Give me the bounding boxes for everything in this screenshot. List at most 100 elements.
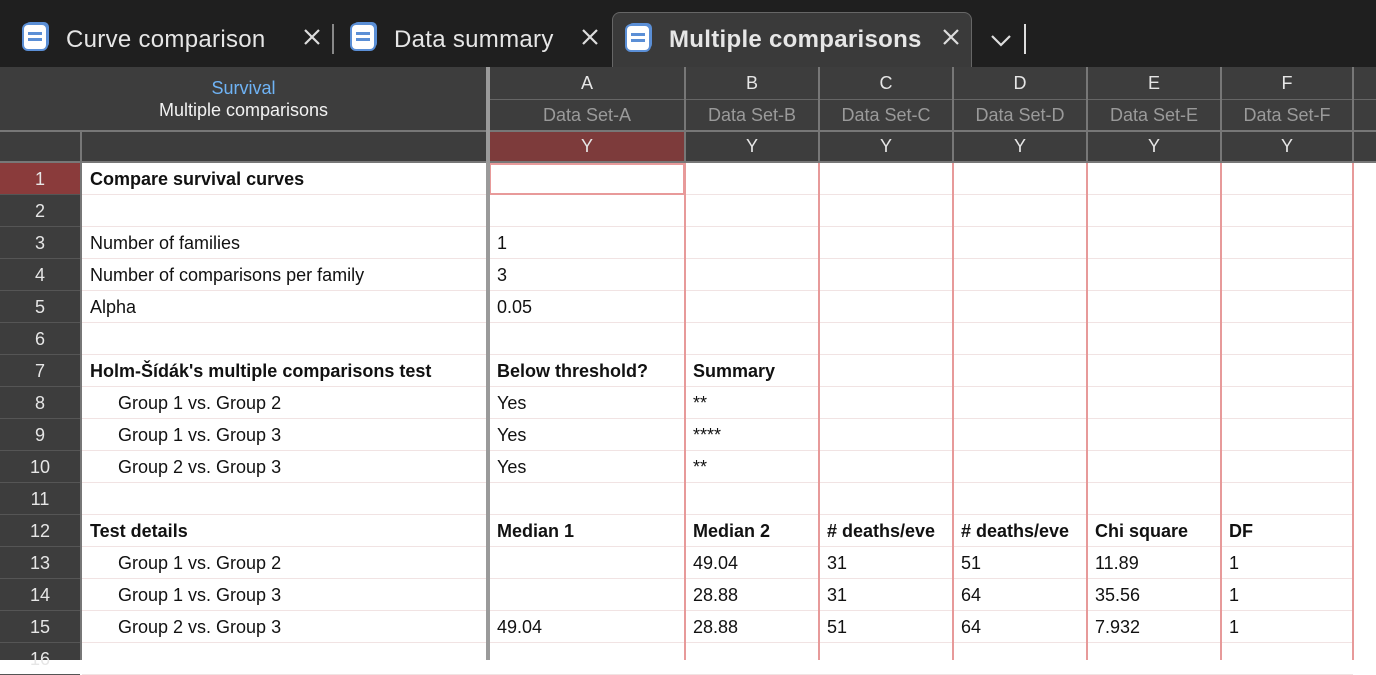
cell[interactable]: 0.05	[489, 291, 685, 323]
cell[interactable]	[819, 227, 953, 259]
cell[interactable]	[953, 323, 1087, 355]
cell[interactable]	[953, 483, 1087, 515]
cell[interactable]	[685, 227, 819, 259]
cell[interactable]	[819, 419, 953, 451]
cell[interactable]: ****	[685, 419, 819, 451]
tab-close[interactable]	[302, 26, 322, 54]
cell[interactable]	[953, 643, 1087, 675]
tab[interactable]: Multiple comparisons	[612, 12, 972, 67]
cell[interactable]	[819, 643, 953, 675]
cell[interactable]	[953, 163, 1087, 195]
cell[interactable]	[489, 323, 685, 355]
row-label[interactable]	[82, 195, 489, 227]
column-name[interactable]: Data Set-C	[819, 100, 953, 130]
cell[interactable]	[1087, 387, 1221, 419]
cell[interactable]: 31	[819, 547, 953, 579]
cell[interactable]	[685, 323, 819, 355]
cell[interactable]	[819, 355, 953, 387]
cell[interactable]	[1087, 483, 1221, 515]
cell[interactable]	[819, 291, 953, 323]
column-letter[interactable]: E	[1087, 67, 1221, 99]
cell[interactable]: Yes	[489, 451, 685, 483]
cell[interactable]	[1221, 355, 1353, 387]
column-letter[interactable]: F	[1221, 67, 1353, 99]
tab-label[interactable]: Data summary	[394, 26, 580, 54]
tab-label[interactable]: Multiple comparisons	[669, 26, 941, 54]
cell[interactable]: Chi square	[1087, 515, 1221, 547]
cell[interactable]	[1221, 451, 1353, 483]
row-label[interactable]: Test details	[82, 515, 489, 547]
cell[interactable]	[489, 195, 685, 227]
cell[interactable]: Below threshold?	[489, 355, 685, 387]
row-label[interactable]	[82, 483, 489, 515]
cell[interactable]	[1087, 163, 1221, 195]
cell[interactable]	[685, 483, 819, 515]
row-number[interactable]: 3	[0, 227, 80, 259]
tab[interactable]: Data summary	[338, 12, 610, 67]
cell[interactable]: 31	[819, 579, 953, 611]
cell[interactable]: 11.89	[1087, 547, 1221, 579]
cell[interactable]	[489, 547, 685, 579]
row-label[interactable]: Number of families	[82, 227, 489, 259]
cell[interactable]	[685, 195, 819, 227]
cell[interactable]	[1087, 643, 1221, 675]
cell[interactable]: 64	[953, 579, 1087, 611]
cell[interactable]	[685, 259, 819, 291]
cell[interactable]	[685, 163, 819, 195]
tab[interactable]: Curve comparison	[10, 12, 332, 67]
cell[interactable]	[1087, 451, 1221, 483]
row-number[interactable]: 2	[0, 195, 80, 227]
cell[interactable]	[1221, 419, 1353, 451]
row-number[interactable]: 8	[0, 387, 80, 419]
cell[interactable]	[819, 387, 953, 419]
cell[interactable]: 49.04	[685, 547, 819, 579]
row-label[interactable]: Group 2 vs. Group 3	[82, 611, 489, 643]
row-label[interactable]: Number of comparisons per family	[82, 259, 489, 291]
cell[interactable]: **	[685, 451, 819, 483]
row-label[interactable]	[82, 323, 489, 355]
row-label[interactable]: Compare survival curves	[82, 163, 489, 195]
cell[interactable]	[1087, 291, 1221, 323]
row-label[interactable]: Alpha	[82, 291, 489, 323]
column-name[interactable]: Data Set-E	[1087, 100, 1221, 130]
cell[interactable]: 49.04	[489, 611, 685, 643]
cell[interactable]	[489, 483, 685, 515]
row-number[interactable]: 13	[0, 547, 80, 579]
cell[interactable]	[953, 387, 1087, 419]
cell[interactable]: # deaths/eve	[819, 515, 953, 547]
cell[interactable]	[819, 195, 953, 227]
cell[interactable]	[1221, 259, 1353, 291]
cell[interactable]	[685, 291, 819, 323]
cell[interactable]	[1221, 643, 1353, 675]
row-number[interactable]: 9	[0, 419, 80, 451]
cell[interactable]	[953, 355, 1087, 387]
row-number[interactable]: 6	[0, 323, 80, 355]
cell[interactable]: **	[685, 387, 819, 419]
cell[interactable]	[1087, 259, 1221, 291]
cell[interactable]	[1221, 483, 1353, 515]
cell[interactable]: 35.56	[1087, 579, 1221, 611]
cell[interactable]	[685, 643, 819, 675]
cell[interactable]	[1221, 195, 1353, 227]
cell[interactable]	[953, 419, 1087, 451]
cell[interactable]	[1087, 419, 1221, 451]
cell[interactable]	[1221, 387, 1353, 419]
cell[interactable]	[1087, 227, 1221, 259]
row-label[interactable]: Group 1 vs. Group 3	[82, 579, 489, 611]
cell[interactable]: 28.88	[685, 611, 819, 643]
row-number[interactable]: 16	[0, 643, 80, 675]
column-letter[interactable]: C	[819, 67, 953, 99]
row-number[interactable]: 4	[0, 259, 80, 291]
row-number[interactable]: 10	[0, 451, 80, 483]
row-number[interactable]: 7	[0, 355, 80, 387]
cell[interactable]: Median 1	[489, 515, 685, 547]
cell[interactable]	[953, 195, 1087, 227]
cell[interactable]	[489, 163, 685, 195]
column-letter[interactable]: A	[489, 67, 685, 99]
row-label[interactable]: Holm-Šídák's multiple comparisons test	[82, 355, 489, 387]
column-kind[interactable]: Y	[819, 132, 953, 161]
cell[interactable]	[1221, 323, 1353, 355]
column-kind[interactable]: Y	[685, 132, 819, 161]
column-name[interactable]: Data Set-F	[1221, 100, 1353, 130]
cell[interactable]: # deaths/eve	[953, 515, 1087, 547]
